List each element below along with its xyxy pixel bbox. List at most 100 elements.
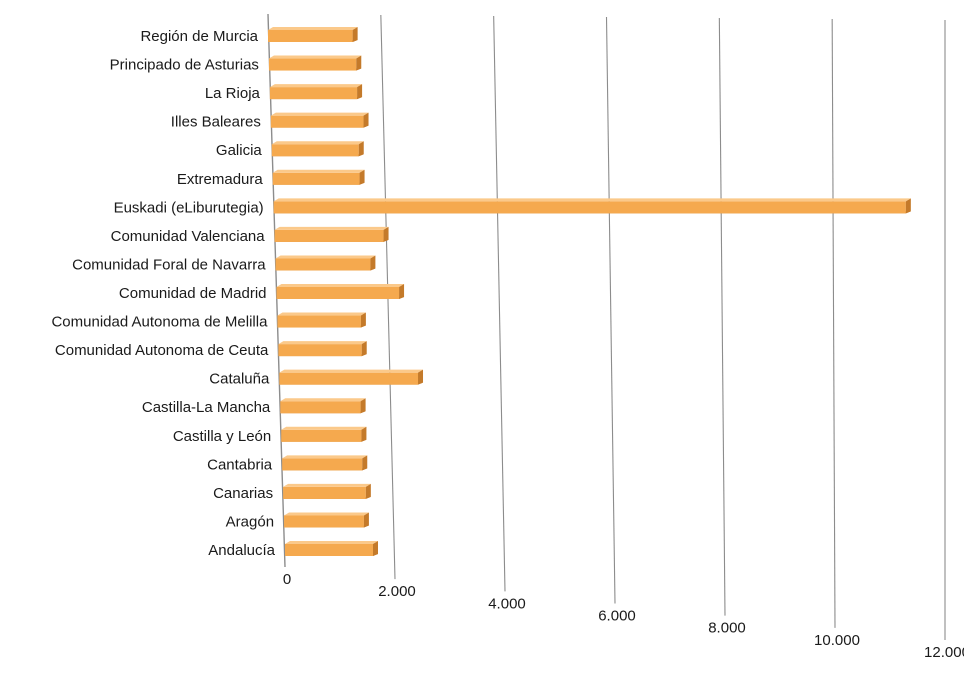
category-label-13: Cataluña — [209, 371, 270, 388]
bar-11 — [277, 312, 366, 328]
bar-top-face — [272, 169, 365, 173]
category-label-12: Comunidad Autonoma de Ceuta — [55, 342, 269, 359]
category-label-5: Galicia — [216, 142, 263, 159]
gridline-10000 — [831, 18, 836, 628]
bar-top-face — [269, 84, 363, 88]
x-axis-ticks: 0 2.000 4.000 6.000 8.000 10.000 12.000 — [283, 571, 964, 661]
category-label-19: Andalucía — [208, 542, 275, 559]
category-label-15: Castilla y León — [173, 428, 271, 445]
bar-1 — [268, 27, 358, 42]
category-label-10: Comunidad de Madrid — [119, 285, 267, 302]
bar-top-face — [282, 455, 368, 459]
bar-end-face — [356, 55, 362, 71]
bar-top-face — [271, 141, 364, 145]
category-label-16: Cantabria — [207, 456, 273, 473]
bar-2 — [268, 55, 362, 71]
category-label-9: Comunidad Foral de Navarra — [72, 256, 266, 273]
category-labels: Región de Murcia Principado de Asturias La… — [51, 28, 275, 559]
bar-10 — [276, 284, 405, 299]
x-tick-label-12000: 12.000 — [924, 644, 964, 661]
bar-4 — [270, 112, 369, 128]
bar-layer — [268, 27, 911, 556]
bar-8 — [274, 226, 389, 242]
bar-front-face — [271, 144, 359, 157]
bar-top-face — [280, 398, 366, 402]
bar-front-face — [270, 115, 364, 128]
bar-front-face — [284, 515, 364, 528]
bar-top-face — [274, 226, 389, 230]
bar-front-face — [278, 344, 362, 357]
bar-end-face — [370, 255, 376, 271]
x-tick-label-6000: 6.000 — [598, 608, 636, 625]
category-label-17: Canarias — [213, 485, 273, 502]
bar-front-face — [282, 458, 363, 471]
bar-5 — [271, 141, 364, 157]
x-tick-label-0: 0 — [283, 571, 291, 588]
gridline-6000 — [605, 16, 616, 604]
bar-top-face — [276, 284, 405, 287]
bar-end-face — [365, 483, 371, 499]
x-tick-label-10000: 10.000 — [814, 632, 860, 649]
bar-7 — [273, 198, 911, 214]
bar-17 — [283, 483, 371, 499]
bar-top-face — [281, 426, 367, 430]
bar-end-face — [362, 455, 368, 471]
bar-end-face — [363, 112, 369, 128]
bar-front-face — [274, 229, 384, 242]
bar-top-face — [279, 369, 424, 373]
category-label-1: Región de Murcia — [140, 28, 258, 45]
bar-end-face — [358, 141, 364, 157]
category-label-6: Extremadura — [177, 171, 264, 188]
bar-end-face — [361, 341, 367, 357]
bar-18 — [284, 512, 369, 528]
grid-layer — [267, 13, 946, 640]
x-tick-label-8000: 8.000 — [708, 620, 746, 637]
category-label-3: La Rioja — [205, 85, 261, 102]
bar-top-face — [275, 255, 376, 259]
category-label-8: Comunidad Valenciana — [111, 228, 266, 245]
bar-front-face — [276, 287, 400, 299]
bar-end-face — [418, 369, 424, 385]
category-label-11: Comunidad Autonoma de Melilla — [51, 314, 268, 331]
bar-16 — [282, 455, 368, 471]
bar-front-face — [283, 486, 366, 499]
bar-top-face — [268, 55, 362, 59]
gridline-8000 — [718, 17, 726, 616]
gridline-4000 — [493, 15, 506, 592]
bar-front-face — [268, 30, 353, 42]
bar-front-face — [277, 315, 361, 328]
x-tick-label-4000: 4.000 — [488, 595, 526, 612]
bar-end-face — [361, 426, 367, 442]
bar-end-face — [373, 541, 378, 556]
bar-front-face — [275, 258, 371, 271]
bar-end-face — [357, 84, 363, 100]
bar-end-face — [360, 398, 366, 414]
bar-front-face — [280, 401, 361, 414]
bar-front-face — [281, 429, 362, 442]
bar-front-face — [273, 201, 906, 214]
bar-9 — [275, 255, 376, 271]
bar-end-face — [360, 312, 366, 328]
bar-front-face — [279, 372, 419, 385]
bar-end-face — [399, 284, 405, 299]
bar-top-face — [270, 112, 369, 116]
bar-12 — [278, 341, 367, 357]
bar-15 — [281, 426, 367, 442]
bar-14 — [280, 398, 366, 414]
bar-front-face — [285, 544, 373, 556]
bar-13 — [279, 369, 424, 385]
bar-end-face — [359, 169, 365, 185]
bar-19 — [285, 541, 378, 556]
bar-top-face — [268, 27, 358, 30]
bar-6 — [272, 169, 365, 185]
bar-end-face — [352, 27, 358, 42]
bar-end-face — [383, 226, 389, 242]
bar-3 — [269, 84, 363, 100]
category-label-2: Principado de Asturias — [110, 57, 259, 74]
bar-top-face — [284, 512, 369, 516]
category-label-14: Castilla-La Mancha — [142, 399, 271, 416]
bar-front-face — [272, 172, 360, 185]
category-label-18: Aragón — [226, 513, 274, 530]
bar-top-face — [285, 541, 378, 544]
